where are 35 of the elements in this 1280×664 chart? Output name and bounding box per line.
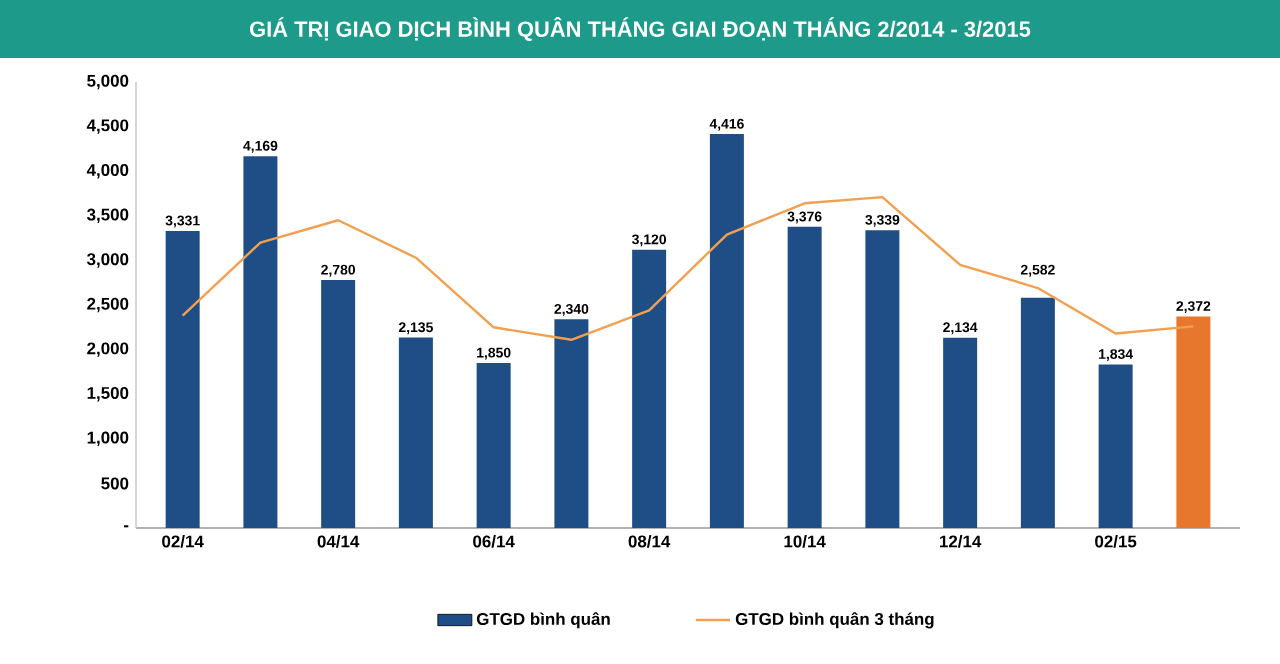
- bar: [943, 337, 978, 528]
- chart-title: GIÁ TRỊ GIAO DỊCH BÌNH QUÂN THÁNG GIAI ĐOẠN THÁNG 2/2014 - 3/2015: [249, 17, 1031, 41]
- x-tick-label: 06/14: [473, 535, 515, 548]
- y-tick-label: 2,500: [87, 297, 129, 313]
- y-tick-label: 500: [101, 477, 129, 490]
- y-tick-label: 1,000: [87, 431, 129, 447]
- y-tick-label: 2,000: [87, 342, 129, 357]
- bar: [165, 230, 200, 528]
- bar: [1098, 364, 1133, 528]
- legend-label: GTGD bình quân 3 tháng: [735, 612, 934, 629]
- y-tick-label: 3,500: [86, 208, 129, 224]
- bar: [632, 249, 667, 528]
- bar: [476, 362, 511, 528]
- bar: [787, 226, 822, 528]
- y-tick-label: -: [123, 525, 129, 528]
- x-tick-label: 12/14: [940, 535, 982, 548]
- x-tick-label: 04/14: [317, 535, 360, 548]
- legend-label: GTGD bình quân: [476, 612, 610, 629]
- y-tick-label: 5,000: [87, 74, 129, 90]
- x-tick-label: 08/14: [628, 535, 671, 548]
- bar: [1176, 316, 1211, 528]
- bar: [865, 230, 900, 528]
- x-tick-label: 02/15: [1095, 535, 1137, 548]
- bar: [1020, 297, 1055, 528]
- bar: [321, 280, 356, 528]
- bar: [243, 156, 278, 528]
- x-tick-label: 02/14: [162, 535, 204, 548]
- y-tick-label: 4,000: [86, 163, 129, 179]
- y-tick-label: 4,500: [86, 119, 129, 134]
- bar: [709, 134, 744, 528]
- y-tick-label: 3,000: [86, 253, 129, 268]
- bar: [398, 337, 433, 528]
- y-tick-label: 1,500: [87, 386, 129, 402]
- x-tick-label: 10/14: [784, 535, 826, 548]
- bar: [554, 319, 589, 528]
